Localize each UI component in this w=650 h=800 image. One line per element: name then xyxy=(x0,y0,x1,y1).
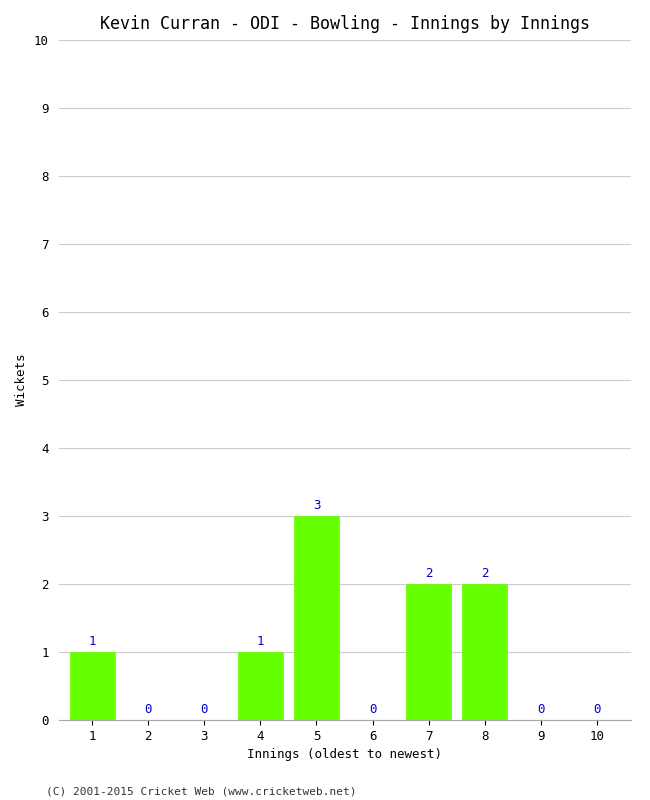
Text: 2: 2 xyxy=(481,567,488,580)
Bar xyxy=(238,652,283,720)
Text: (C) 2001-2015 Cricket Web (www.cricketweb.net): (C) 2001-2015 Cricket Web (www.cricketwe… xyxy=(46,786,356,796)
Text: 0: 0 xyxy=(201,703,208,716)
Y-axis label: Wickets: Wickets xyxy=(15,354,28,406)
Text: 0: 0 xyxy=(369,703,376,716)
Bar xyxy=(294,516,339,720)
Text: 0: 0 xyxy=(144,703,152,716)
Text: 1: 1 xyxy=(257,635,264,648)
Text: 1: 1 xyxy=(88,635,96,648)
Title: Kevin Curran - ODI - Bowling - Innings by Innings: Kevin Curran - ODI - Bowling - Innings b… xyxy=(99,15,590,33)
Text: 3: 3 xyxy=(313,499,320,512)
Text: 0: 0 xyxy=(593,703,601,716)
Bar xyxy=(462,584,507,720)
Text: 0: 0 xyxy=(537,703,545,716)
Bar xyxy=(70,652,114,720)
Bar xyxy=(406,584,451,720)
X-axis label: Innings (oldest to newest): Innings (oldest to newest) xyxy=(247,748,442,762)
Text: 2: 2 xyxy=(425,567,432,580)
